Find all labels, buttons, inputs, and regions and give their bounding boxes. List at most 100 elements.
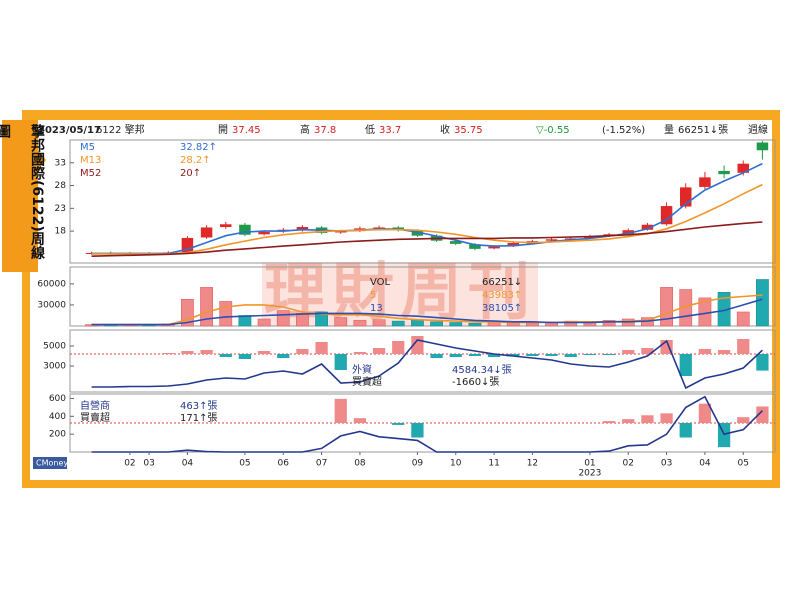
candle-body (565, 238, 577, 240)
volume-bar (276, 310, 290, 327)
x-tick-label: 03 (143, 459, 154, 469)
volume-bar (602, 320, 616, 327)
net-bar (660, 413, 673, 423)
header-field-label: 高 (300, 123, 310, 136)
y-tick-label: 33 (55, 158, 66, 168)
volume-bar (468, 322, 482, 327)
net-bar (698, 349, 712, 354)
net-bar (430, 354, 443, 358)
net-bar (392, 423, 405, 425)
net-bar (737, 417, 750, 423)
line (91, 395, 763, 453)
candle-body (488, 246, 500, 249)
volume-bar (181, 299, 194, 327)
net-bar (756, 354, 769, 371)
header-field-value: 37.45 (232, 125, 261, 136)
net-bar (449, 354, 462, 357)
candle-body (220, 224, 232, 228)
candle-body (239, 224, 251, 235)
legend-name: 買賣超 (352, 375, 382, 388)
legend-value: 28.2↑ (180, 155, 211, 166)
net-bar (545, 354, 558, 356)
y-tick-label: 400 (49, 412, 66, 422)
legend-value: 171↑張 (180, 412, 217, 424)
x-tick-label: 06 (278, 459, 290, 469)
y-tick-label: 60000 (37, 279, 66, 289)
legend-name: VOL (370, 277, 391, 288)
x-tick-label: 11 (488, 459, 499, 469)
volume-bar (257, 318, 271, 327)
candle-body (756, 142, 769, 151)
candle-body (545, 239, 558, 241)
net-bar (641, 348, 654, 354)
x-tick-label: 02 (124, 459, 135, 469)
net-bar (334, 354, 347, 370)
net-bar (679, 423, 692, 438)
x-tick-label: 07 (316, 459, 327, 469)
volume-bar (660, 287, 673, 327)
y-tick-label: 600 (49, 394, 66, 404)
net-bar (353, 418, 367, 423)
header-field-label: 開 (218, 124, 228, 136)
header-field-value: 33.7 (379, 125, 401, 136)
y-tick-label: 23 (55, 204, 66, 214)
volume-bar (315, 311, 328, 327)
x-tick-label: 03 (661, 459, 672, 469)
x-tick-label: 08 (354, 459, 366, 469)
volume-bar (736, 311, 750, 327)
legend-name: M13 (80, 155, 101, 166)
header-volume: 66251↓張 (678, 124, 728, 136)
net-bar (200, 350, 213, 354)
candle-body (258, 232, 270, 235)
x-tick-label: 02 (623, 459, 634, 469)
footer-brand: CMoney (36, 459, 68, 468)
net-bar (622, 350, 635, 354)
y-tick-label: 3000 (43, 362, 66, 372)
net-bar (622, 419, 635, 423)
panel: 30000 60000 VOL 66251↓ 5 43983↑ 13 38105↑ (37, 266, 776, 327)
volume-bar (430, 321, 443, 327)
header-change: ▽-0.55 (536, 125, 570, 136)
volume-bar (756, 279, 769, 327)
net-bar (698, 403, 712, 423)
footer-badge (33, 457, 67, 469)
x-tick-label: 12 (527, 459, 538, 469)
net-bar (353, 352, 367, 354)
net-bar (641, 415, 654, 423)
legend-value: 32.82↑ (180, 142, 217, 153)
candle-body (660, 206, 673, 225)
candle-body (718, 170, 730, 175)
x-tick-label: 04 (182, 459, 194, 469)
net-bar (257, 351, 271, 354)
x-tick-label: 10 (450, 459, 462, 469)
net-bar (602, 421, 616, 423)
net-bar (315, 342, 328, 354)
legend-name: 外資 (352, 364, 372, 376)
candle-body (699, 177, 711, 187)
header-date: 2023/05/17 (38, 125, 101, 136)
legend-name: 買賣超 (80, 411, 110, 424)
x-tick-label: 05 (738, 459, 749, 469)
legend-value: 4584.34↓張 (452, 364, 512, 376)
candle-body (469, 244, 481, 249)
y-tick-label: 18 (55, 227, 67, 237)
line (91, 298, 763, 326)
y-tick-label: 28 (55, 181, 67, 191)
header-field-label: 收 (440, 123, 450, 136)
volume-bar (353, 320, 367, 327)
volume-bar (526, 322, 539, 327)
legend-name: 13 (370, 303, 383, 314)
line (91, 162, 763, 255)
legend-value: -1660↓張 (452, 376, 499, 388)
net-bar (238, 354, 252, 359)
legend-name: M52 (80, 168, 101, 179)
volume-bar (411, 320, 424, 327)
volume-bar (391, 320, 405, 327)
candle-body (200, 227, 213, 238)
panel: 18 23 28 33 M5 32.82↑ M13 28.2↑ M52 20↑ (55, 139, 776, 264)
title-tab-bg (2, 120, 46, 272)
net-bar (679, 354, 692, 376)
